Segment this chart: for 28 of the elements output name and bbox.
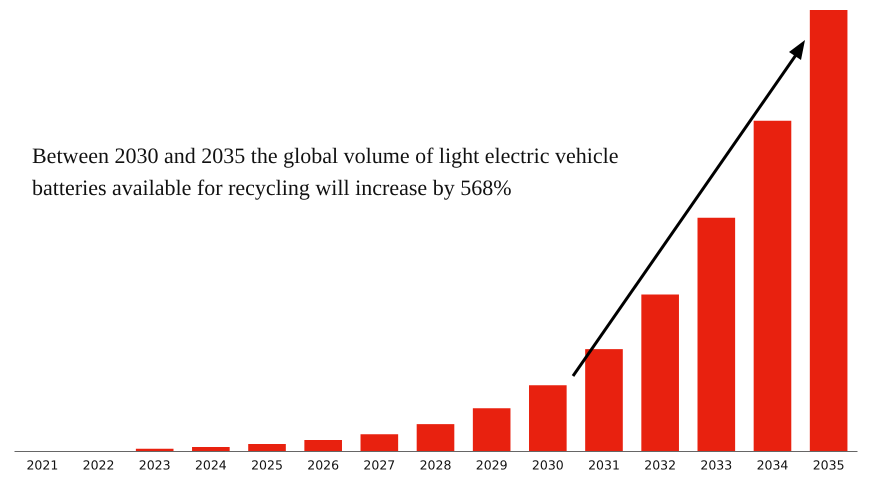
x-tick-label: 2035 (812, 458, 845, 472)
bar (698, 218, 736, 451)
x-tick-label: 2023 (138, 458, 171, 472)
x-tick-label: 2022 (82, 458, 114, 472)
bar (585, 349, 623, 451)
bar (416, 424, 454, 451)
x-tick-label: 2029 (476, 458, 508, 472)
bar (472, 408, 510, 451)
bar (641, 294, 679, 451)
bar (192, 447, 230, 451)
x-tick-label: 2026 (307, 458, 340, 472)
x-tick-label: 2031 (588, 458, 620, 472)
x-tick-label: 2030 (532, 458, 564, 472)
bar (304, 440, 342, 451)
bar (248, 444, 286, 451)
x-tick-label: 2033 (700, 458, 732, 472)
x-tick-label: 2027 (363, 458, 396, 472)
x-tick-label: 2025 (251, 458, 283, 472)
x-tick-label: 2034 (756, 458, 788, 472)
x-tick-label: 2021 (26, 458, 58, 472)
x-tick-label: 2028 (420, 458, 452, 472)
bar (529, 385, 567, 451)
annotation: Between 2030 and 2035 the global volume of light electric vehicle batteries available for recycling will increase by 568% (32, 142, 620, 202)
x-tick-label: 2024 (194, 458, 227, 472)
bar (754, 120, 792, 451)
x-tick-label: 2032 (644, 458, 676, 472)
bar (360, 434, 398, 451)
bar (810, 10, 848, 451)
